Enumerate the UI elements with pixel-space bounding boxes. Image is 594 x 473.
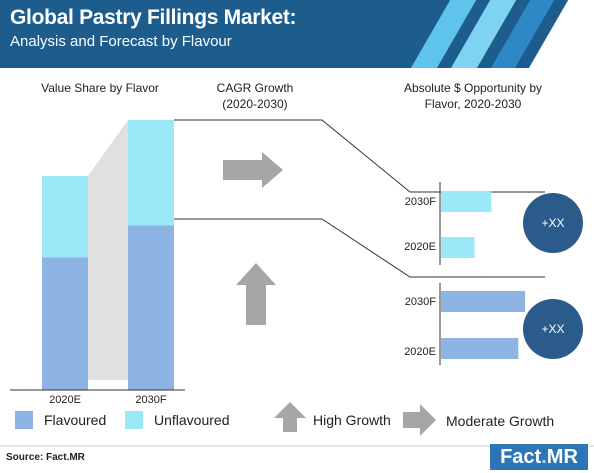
- cagr-heading: CAGR Growth (2020-2030): [216, 81, 294, 111]
- logo-text-dot: .: [541, 446, 547, 468]
- logo-text-end: MR: [546, 446, 578, 468]
- legend-label-flavoured: Flavoured: [44, 412, 107, 428]
- bracket-bottom-line: [174, 218, 545, 278]
- factmr-logo: Fact.MR: [490, 444, 588, 470]
- opp-bar-unflavoured-2020e: [441, 237, 475, 258]
- legend-label-moderate-growth: Moderate Growth: [446, 413, 555, 429]
- opp-label-unflavoured-2020e: 2020E: [404, 241, 436, 253]
- page-subtitle: Analysis and Forecast by Flavour: [10, 33, 232, 50]
- bar-2030f-flavoured: [128, 225, 174, 390]
- bubble-label-top: +XX: [541, 216, 565, 230]
- opp-label-unflavoured-2030f: 2030F: [404, 196, 436, 208]
- opportunity-bubble-top: [523, 193, 583, 253]
- opportunity-bubble-bottom: [523, 299, 583, 359]
- legend-moderate-growth-icon: [403, 404, 436, 436]
- bubble-label-bottom: +XX: [541, 322, 565, 336]
- moderate-growth-arrow-icon: [223, 152, 283, 188]
- opportunity-heading: Absolute $ Opportunity by Flavor, 2020-2…: [403, 81, 543, 111]
- opp-label-flavoured-2020e: 2020E: [404, 346, 436, 358]
- x-tick-label-2020e: 2020E: [49, 394, 81, 406]
- legend-high-growth-icon: [274, 402, 306, 432]
- bar-connector: [88, 120, 128, 380]
- bracket-top-line: [174, 119, 545, 193]
- x-tick-label-2030f: 2030F: [135, 394, 167, 406]
- bar-2020e-unflavoured: [42, 176, 88, 258]
- bar-2030f-unflavoured: [128, 120, 174, 226]
- page-title: Global Pastry Fillings Market:: [10, 6, 297, 29]
- legend-label-unflavoured: Unflavoured: [154, 412, 230, 428]
- opp-bar-flavoured-2030f: [441, 291, 525, 312]
- header-banner: Global Pastry Fillings Market: Analysis …: [0, 0, 594, 68]
- value-share-heading: Value Share by Flavor: [41, 81, 159, 95]
- opp-bar-flavoured-2020e: [441, 338, 519, 359]
- legend-swatch-unflavoured: [125, 411, 143, 429]
- opp-bar-unflavoured-2030f: [441, 191, 492, 212]
- opp-label-flavoured-2030f: 2030F: [404, 296, 436, 308]
- logo-text-main: Fact: [500, 446, 542, 468]
- legend-swatch-flavoured: [15, 411, 33, 429]
- bar-2020e-flavoured: [42, 257, 88, 390]
- high-growth-arrow-icon: [236, 263, 276, 325]
- source-note: Source: Fact.MR: [6, 452, 85, 463]
- legend-label-high-growth: High Growth: [313, 412, 391, 428]
